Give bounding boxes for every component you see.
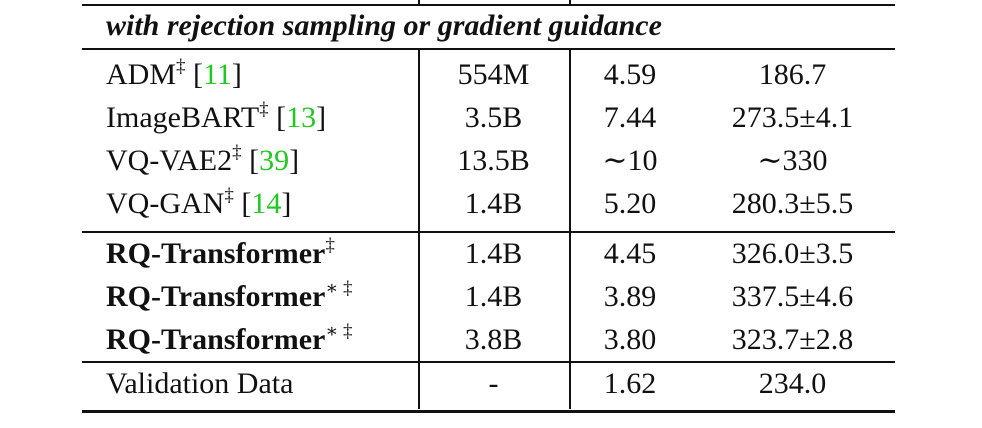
- method-cell: VQ-VAE2‡ [39]: [106, 142, 300, 177]
- fid-cell: 3.89: [603, 280, 657, 313]
- method-name: ImageBART: [106, 101, 260, 134]
- citation-link[interactable]: 14: [251, 187, 282, 220]
- column-divider-1: [418, 49, 420, 409]
- method-name: ADM: [106, 58, 177, 91]
- footnote-mark: ∗ ‡: [325, 278, 353, 300]
- method-cell: VQ-GAN‡ [14]: [106, 185, 292, 220]
- method-name: VQ-GAN: [106, 187, 225, 220]
- column-divider-2: [569, 0, 571, 4]
- fid-cell: 4.45: [603, 237, 657, 270]
- params-cell: 1.4B: [464, 280, 523, 313]
- column-divider-2: [569, 49, 571, 409]
- method-cell: Validation Data: [106, 367, 294, 400]
- is-cell: ∼330: [757, 144, 828, 177]
- rule-section-top: [82, 4, 895, 6]
- table-row: Validation Data - 1.62 234.0: [82, 362, 895, 405]
- fid-cell: 7.44: [603, 101, 657, 134]
- method-cell: ImageBART‡ [13]: [106, 99, 327, 134]
- column-divider-1: [418, 0, 420, 4]
- table-row: RQ-Transformer∗ ‡ 3.8B 3.80 323.7±2.8: [82, 318, 895, 361]
- method-name: RQ-Transformer: [106, 280, 326, 313]
- table-row: RQ-Transformer‡ 1.4B 4.45 326.0±3.5: [82, 232, 895, 275]
- params-cell: 554M: [457, 58, 530, 91]
- fid-cell: ∼10: [602, 144, 658, 177]
- section-header: with rejection sampling or gradient guid…: [106, 9, 662, 42]
- method-cell: ADM‡ [11]: [106, 56, 242, 91]
- is-cell: 234.0: [758, 367, 827, 400]
- method-name: RQ-Transformer: [106, 323, 326, 356]
- footnote-mark: ‡: [224, 185, 234, 207]
- footnote-mark: ∗ ‡: [325, 321, 353, 343]
- fid-cell: 4.59: [603, 58, 657, 91]
- results-table: with rejection sampling or gradient guid…: [82, 0, 895, 428]
- citation-link[interactable]: 39: [259, 144, 290, 177]
- table-row: VQ-GAN‡ [14] 1.4B 5.20 280.3±5.5: [82, 182, 895, 225]
- params-cell: 1.4B: [464, 187, 523, 220]
- params-cell: 13.5B: [457, 144, 530, 177]
- is-cell: 337.5±4.6: [731, 280, 854, 313]
- is-cell: 323.7±2.8: [731, 323, 854, 356]
- fid-cell: 3.80: [603, 323, 657, 356]
- fid-cell: 5.20: [603, 187, 657, 220]
- is-cell: 186.7: [758, 58, 827, 91]
- rule-mid-1: [82, 231, 895, 233]
- rule-section-bottom: [82, 48, 895, 50]
- table-row: ADM‡ [11] 554M 4.59 186.7: [82, 53, 895, 96]
- method-name: RQ-Transformer: [106, 237, 326, 270]
- method-name: VQ-VAE2: [106, 144, 233, 177]
- params-cell: -: [488, 367, 499, 400]
- is-cell: 273.5±4.1: [731, 101, 854, 134]
- is-cell: 280.3±5.5: [731, 187, 854, 220]
- citation-link[interactable]: 11: [203, 58, 232, 91]
- table-row: VQ-VAE2‡ [39] 13.5B ∼10 ∼330: [82, 139, 895, 182]
- params-cell: 1.4B: [464, 237, 523, 270]
- method-cell: RQ-Transformer‡: [106, 232, 335, 275]
- footnote-mark: ‡: [176, 56, 186, 78]
- table-row: ImageBART‡ [13] 3.5B 7.44 273.5±4.1: [82, 96, 895, 139]
- footnote-mark: ‡: [232, 142, 242, 164]
- footnote-mark: ‡: [325, 235, 335, 257]
- method-cell: RQ-Transformer∗ ‡: [106, 275, 353, 318]
- rule-mid-2: [82, 361, 895, 363]
- params-cell: 3.8B: [464, 323, 523, 356]
- params-cell: 3.5B: [464, 101, 523, 134]
- method-cell: RQ-Transformer∗ ‡: [106, 318, 353, 361]
- is-cell: 326.0±3.5: [731, 237, 854, 270]
- table-row: RQ-Transformer∗ ‡ 1.4B 3.89 337.5±4.6: [82, 275, 895, 318]
- fid-cell: 1.62: [603, 367, 657, 400]
- footnote-mark: ‡: [259, 99, 269, 121]
- rule-bottom: [82, 410, 895, 413]
- citation-link[interactable]: 13: [286, 101, 317, 134]
